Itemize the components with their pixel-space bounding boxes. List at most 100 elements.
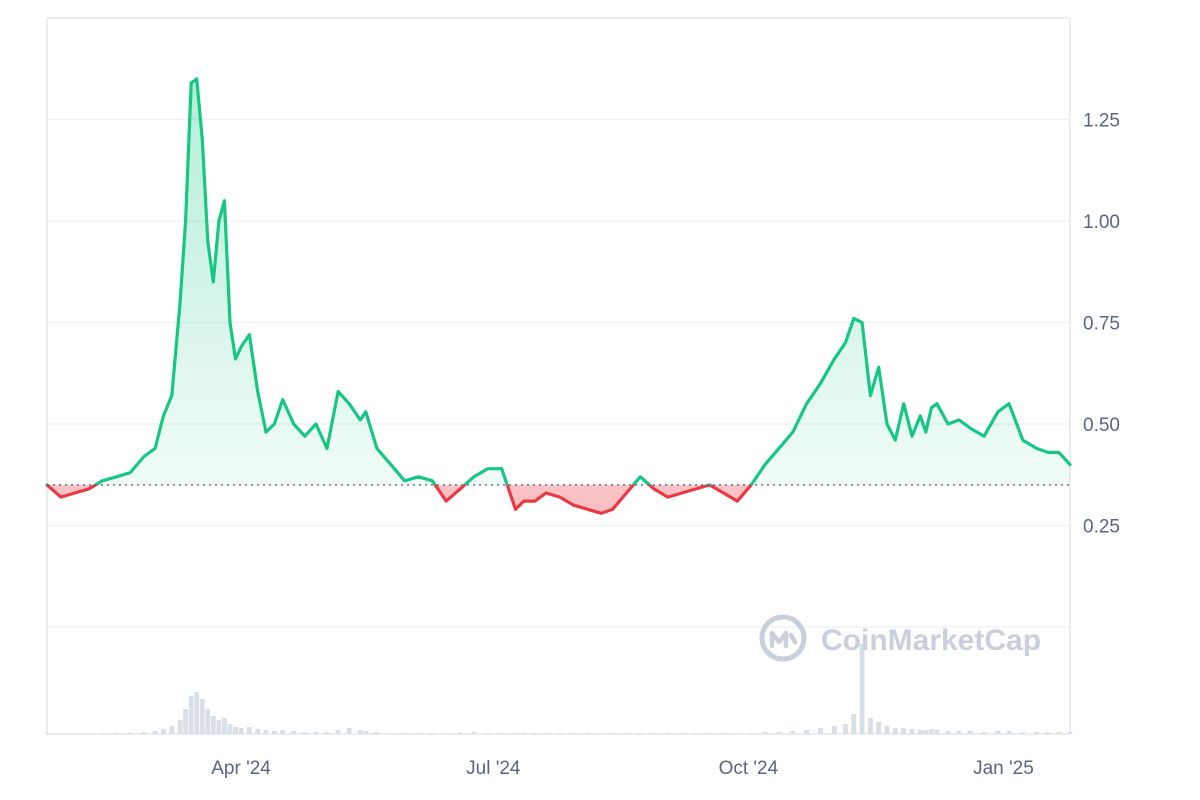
price-point: [73, 491, 76, 494]
price-point: [996, 410, 999, 413]
price-point: [115, 475, 118, 478]
volume-bar: [199, 699, 205, 734]
volume-bar: [981, 732, 987, 734]
volume-bar: [263, 730, 269, 734]
volume-bar: [346, 728, 352, 734]
coinmarketcap-logo-icon: [759, 614, 807, 662]
price-point: [1021, 439, 1024, 442]
volume-bar: [113, 733, 119, 734]
price-point: [763, 463, 766, 466]
price-point: [611, 508, 614, 511]
volume-bar: [859, 644, 865, 734]
volume-bar: [734, 733, 740, 734]
price-point: [431, 479, 434, 482]
volume-bar: [995, 731, 1001, 734]
volume-bar: [790, 731, 796, 734]
volume-bar: [956, 731, 962, 734]
price-point: [694, 487, 697, 490]
volume-bar: [917, 730, 923, 734]
volume-bar: [901, 728, 907, 734]
volume-bar: [1045, 732, 1051, 734]
volume-bar: [313, 732, 319, 734]
price-point: [201, 138, 204, 141]
volume-bar: [585, 733, 591, 734]
price-point: [500, 467, 503, 470]
volume-bar: [513, 733, 518, 734]
price-point: [522, 500, 525, 503]
price-point: [1035, 447, 1038, 450]
price-point: [142, 455, 145, 458]
volume-bar: [255, 729, 261, 734]
price-point: [885, 422, 888, 425]
volume-bar: [246, 727, 252, 734]
volume-bar: [557, 733, 563, 734]
volume-bar: [443, 733, 449, 734]
volume-bar: [169, 726, 175, 734]
volume-bar: [194, 692, 200, 734]
price-point: [239, 345, 242, 348]
price-point: [544, 491, 547, 494]
y-tick-label: 1.00: [1083, 212, 1120, 233]
price-point: [791, 431, 794, 434]
area-fill-above: [95, 78, 1070, 485]
price-point: [958, 418, 961, 421]
x-tick-label: Apr '24: [211, 758, 271, 779]
price-point: [264, 431, 267, 434]
volume-bar: [374, 732, 380, 734]
price-point: [206, 240, 209, 243]
volume-bar: [357, 730, 363, 734]
price-point: [600, 512, 603, 515]
volume-bar: [324, 732, 330, 734]
volume-bar: [867, 718, 873, 734]
volume-bar: [1067, 732, 1073, 734]
price-point: [129, 471, 132, 474]
price-point: [256, 390, 259, 393]
price-point: [228, 321, 231, 324]
volume-bar: [748, 733, 754, 734]
price-point: [1068, 463, 1071, 466]
volume-bar: [1020, 732, 1026, 734]
volume-bar: [967, 731, 973, 734]
price-point: [223, 199, 226, 202]
volume-bar: [818, 728, 823, 734]
price-point: [877, 366, 880, 369]
price-point: [777, 447, 780, 450]
volume-bar: [876, 722, 882, 734]
price-point: [281, 398, 284, 401]
volume-bar: [499, 733, 505, 734]
volume-bar: [205, 709, 211, 734]
volume-bar: [127, 732, 133, 734]
price-point: [572, 504, 575, 507]
price-point: [819, 382, 822, 385]
volume-bar: [238, 728, 244, 734]
price-point: [472, 475, 475, 478]
volume-bar: [335, 730, 341, 734]
price-point: [666, 495, 669, 498]
volume-bar: [485, 733, 491, 734]
price-point: [212, 280, 215, 283]
volume-bar: [161, 729, 166, 734]
price-point: [364, 410, 367, 413]
coinmarketcap-watermark: CoinMarketCap: [759, 614, 1041, 662]
price-point: [924, 431, 927, 434]
volume-bar: [623, 733, 629, 734]
volume-bar: [571, 733, 577, 734]
volume-bar: [707, 733, 713, 734]
price-point: [930, 406, 933, 409]
volume-bar: [302, 732, 308, 734]
volume-bar: [210, 716, 216, 734]
volume-bar: [934, 730, 940, 734]
volume-bar: [291, 731, 297, 734]
volume-bar: [233, 727, 238, 734]
volume-bar: [280, 730, 286, 734]
volume-bar: [543, 733, 549, 734]
volume-bar: [183, 709, 189, 734]
price-point: [154, 447, 157, 450]
price-point: [458, 487, 461, 490]
price-point: [87, 487, 90, 490]
volume-bar: [532, 733, 538, 734]
volume-bar: [100, 733, 105, 734]
volume-bar: [851, 714, 857, 734]
price-point: [844, 341, 847, 344]
